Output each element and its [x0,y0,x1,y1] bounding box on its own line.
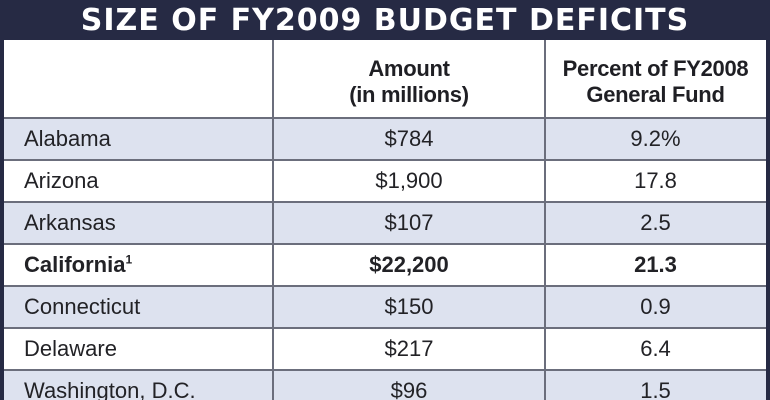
table-header: Amount (in millions) Percent of FY2008 G… [4,40,766,118]
row-rule [4,243,766,245]
header-percent-line1: Percent of FY2008 [562,56,749,81]
table-row: Arkansas $107 2.5 [4,202,766,244]
cell-amount: $96 [390,378,428,400]
deficit-table: Amount (in millions) Percent of FY2008 G… [4,40,766,400]
table-row: Alabama $784 9.2% [4,118,766,160]
cell-amount: $22,200 [369,252,449,277]
table-row: Connecticut $150 0.9 [4,286,766,328]
left-border [0,40,4,400]
cell-percent: 9.2% [630,126,681,151]
cell-state: Connecticut [24,294,140,320]
table-row: California1 $22,200 21.3 [4,244,766,286]
row-rule [4,285,766,287]
cell-state: California1 [24,252,132,278]
header-amount-line2: (in millions) [349,82,469,107]
state-name: Washington, D.C. [24,378,196,400]
cell-percent: 2.5 [640,210,671,235]
footnote-marker: 1 [125,252,133,267]
cell-state: Washington, D.C. [24,378,196,400]
table-title: SIZE OF FY2009 BUDGET DEFICITS [80,2,690,38]
row-rule [4,327,766,329]
right-border [766,40,770,400]
header-percent-line2: General Fund [586,82,725,107]
state-name: Arkansas [24,210,116,235]
table-row: Arizona $1,900 17.8 [4,160,766,202]
cell-state: Arkansas [24,210,116,236]
column-divider-1 [272,40,274,400]
state-name: Alabama [24,126,111,151]
header-rule [4,117,766,119]
cell-state: Arizona [24,168,99,194]
state-name: Arizona [24,168,99,193]
row-rule [4,159,766,161]
cell-percent: 6.4 [640,336,671,361]
cell-percent: 1.5 [640,378,671,400]
cell-amount: $107 [384,210,434,235]
table-row: Delaware $217 6.4 [4,328,766,370]
cell-amount: $150 [384,294,434,319]
row-rule [4,369,766,371]
table-row: Washington, D.C. $96 1.5 [4,370,766,400]
cell-percent: 21.3 [634,252,677,277]
state-name: Connecticut [24,294,141,319]
cell-amount: $784 [384,126,434,151]
header-amount-line1: Amount [368,56,450,81]
cell-percent: 17.8 [634,168,677,193]
state-name: California [24,252,126,277]
title-bar: SIZE OF FY2009 BUDGET DEFICITS [0,0,770,40]
header-percent: Percent of FY2008 General Fund [545,56,766,108]
cell-state: Delaware [24,336,117,362]
cell-state: Alabama [24,126,111,152]
cell-amount: $217 [384,336,434,361]
column-divider-2 [544,40,546,400]
cell-percent: 0.9 [640,294,671,319]
state-name: Delaware [24,336,117,361]
header-amount: Amount (in millions) [274,56,544,108]
row-rule [4,201,766,203]
cell-amount: $1,900 [375,168,443,193]
